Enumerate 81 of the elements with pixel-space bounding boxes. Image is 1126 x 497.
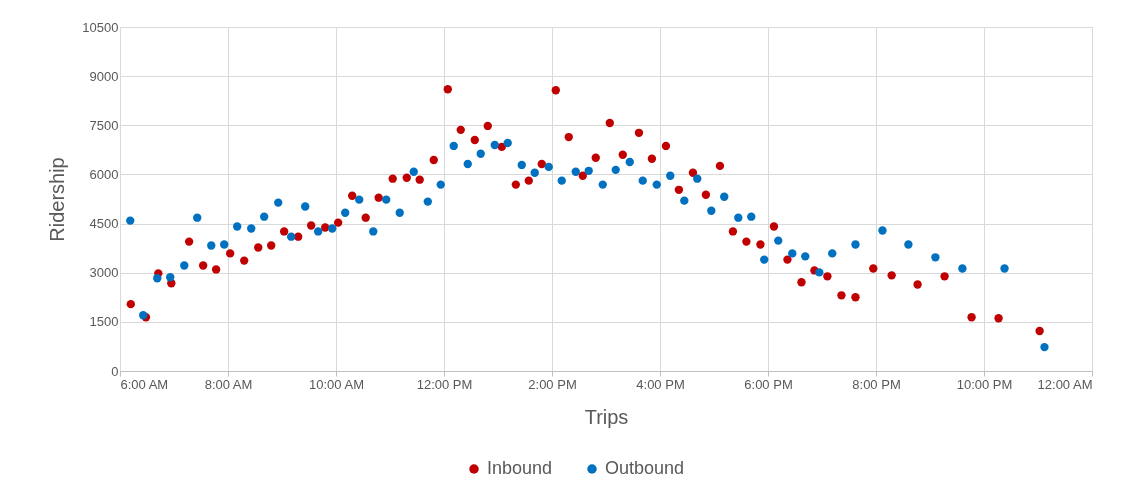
point [747,212,756,221]
x-tick-label: 4:00 PM [636,376,685,392]
point [233,222,242,231]
point [680,196,689,205]
point [1000,264,1009,273]
point [638,176,647,185]
point [369,227,378,236]
point [625,157,634,167]
x-tick-label: 10:00 PM [956,376,1013,392]
x-tick-label: 8:00 AM [204,376,253,392]
point [503,138,512,148]
x-tick-label: 12:00 PM [416,376,473,392]
point [153,274,162,283]
y-tick-label: 1500 [89,314,119,330]
point [517,160,526,170]
point [707,206,716,215]
x-tick-label: 6:00 PM [744,376,793,392]
point [1040,342,1049,352]
point [449,141,458,151]
point [530,168,539,177]
x-axis-title: Trips [584,405,629,428]
x-tick-label: 2:00 PM [528,376,577,392]
point [815,268,824,277]
legend-label: Outbound [605,458,685,478]
point [220,240,229,249]
point [382,195,391,204]
point [760,255,769,264]
point [851,240,860,249]
y-tick-label: 7500 [89,117,119,133]
point [544,162,553,172]
point [878,226,887,235]
point [423,197,432,206]
point [958,264,967,273]
point [247,224,256,233]
point [720,192,729,201]
point [557,176,566,185]
point [801,252,810,261]
point [652,180,661,189]
y-axis-title: Ridership [46,157,69,242]
point [274,198,283,207]
point [287,232,296,241]
point [341,208,350,217]
y-tick-label: 9000 [89,68,119,84]
point [931,253,940,262]
point [774,236,783,245]
point [788,249,797,258]
point [395,208,404,217]
y-tick-label: 0 [111,363,119,379]
point [436,180,445,189]
point [693,174,702,183]
point [328,224,337,233]
point [828,249,837,258]
x-tick-label: 8:00 PM [852,376,901,392]
legend-label: Inbound [487,458,553,478]
point [490,140,499,150]
point [611,165,620,175]
x-tick-label: 12:00 AM [1037,376,1093,392]
point [904,240,913,249]
point [260,212,269,221]
point [584,166,593,175]
y-tick-label: 10500 [82,19,119,35]
point [598,180,607,189]
point [666,171,675,180]
point [126,216,135,225]
point [734,213,743,222]
point [463,159,472,169]
point [314,227,323,236]
x-tick-label: 6:00 AM [120,376,169,392]
point [166,273,175,282]
point [476,149,485,158]
y-tick-label: 4500 [89,216,119,232]
x-tick-label: 10:00 AM [309,376,364,392]
point [180,261,189,270]
point [571,167,580,176]
point [409,167,418,176]
y-tick-label: 3000 [89,265,119,281]
y-tick-label: 6000 [89,166,119,182]
point [207,241,216,250]
point [193,213,202,222]
point [355,195,364,204]
point [301,202,310,211]
